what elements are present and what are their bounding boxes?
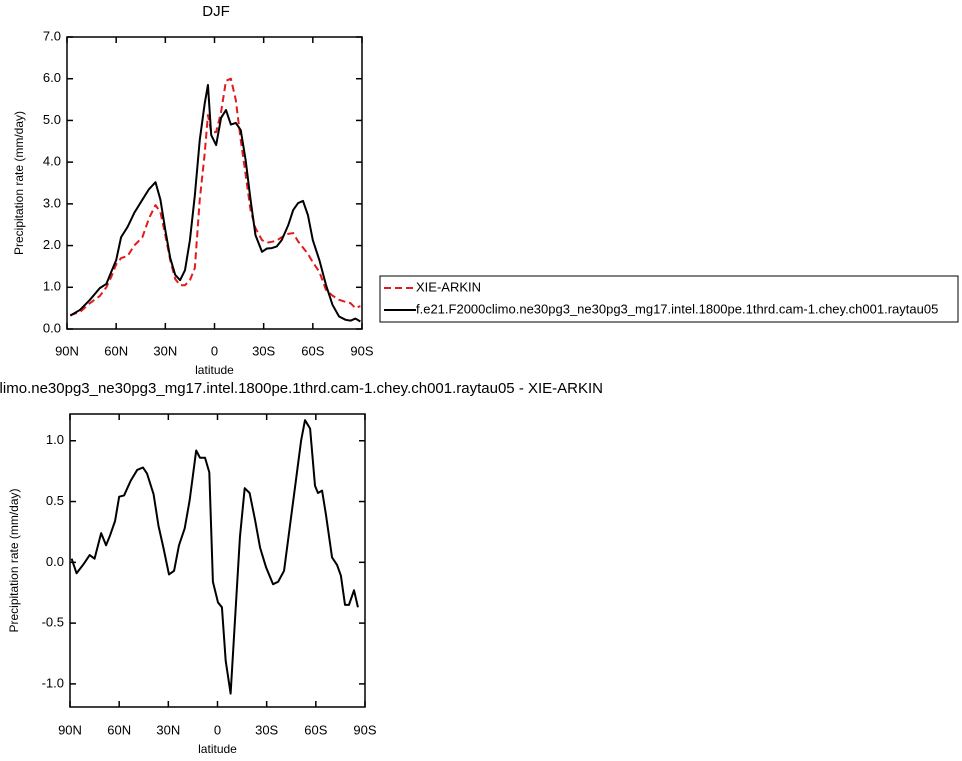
x-axis-label: latitude [195, 363, 234, 377]
data-line [69, 77, 361, 317]
y-tick-label: 1.0 [46, 432, 64, 447]
y-tick-label: 0.0 [46, 554, 64, 569]
data-line [69, 83, 361, 323]
y-tick-label: 2.0 [43, 237, 61, 252]
x-tick-label: 90N [55, 343, 79, 358]
plot-frame [66, 36, 363, 330]
x-axis-label: latitude [198, 742, 237, 756]
y-axis-label: Precipitation rate (mm/day) [7, 488, 21, 632]
x-tick-label: 60N [107, 722, 131, 737]
y-tick-label: 5.0 [43, 112, 61, 127]
y-tick-label: 0.5 [46, 493, 64, 508]
y-tick-label: 4.0 [43, 154, 61, 169]
chart-title: DJF [202, 3, 230, 20]
legend-box [379, 275, 959, 323]
legend-label: XIE-ARKIN [416, 279, 481, 294]
x-tick-label: 60N [104, 343, 128, 358]
y-tick-label: 1.0 [43, 279, 61, 294]
plot-frame [69, 413, 366, 708]
chart-title: f.e21.F2000climo.ne30pg3_ne30pg3_mg17.in… [0, 380, 603, 397]
x-tick-label: 90N [58, 722, 82, 737]
x-tick-label: 90S [353, 722, 376, 737]
x-tick-label: 30S [255, 722, 278, 737]
y-tick-label: 6.0 [43, 70, 61, 85]
data-line [70, 419, 359, 695]
y-tick-label: -0.5 [42, 615, 64, 630]
y-tick-label: 3.0 [43, 195, 61, 210]
x-tick-label: 30N [156, 722, 180, 737]
y-axis-label: Precipitation rate (mm/day) [12, 111, 26, 255]
y-tick-label: -1.0 [42, 675, 64, 690]
x-tick-label: 0 [211, 343, 218, 358]
x-tick-label: 30S [252, 343, 275, 358]
x-tick-label: 60S [301, 343, 324, 358]
x-tick-label: 0 [214, 722, 221, 737]
y-tick-label: 0.0 [43, 320, 61, 335]
legend-label: f.e21.F2000climo.ne30pg3_ne30pg3_mg17.in… [416, 301, 938, 316]
y-tick-label: 7.0 [43, 28, 61, 43]
x-tick-label: 60S [304, 722, 327, 737]
x-tick-label: 90S [350, 343, 373, 358]
x-tick-label: 30N [153, 343, 177, 358]
